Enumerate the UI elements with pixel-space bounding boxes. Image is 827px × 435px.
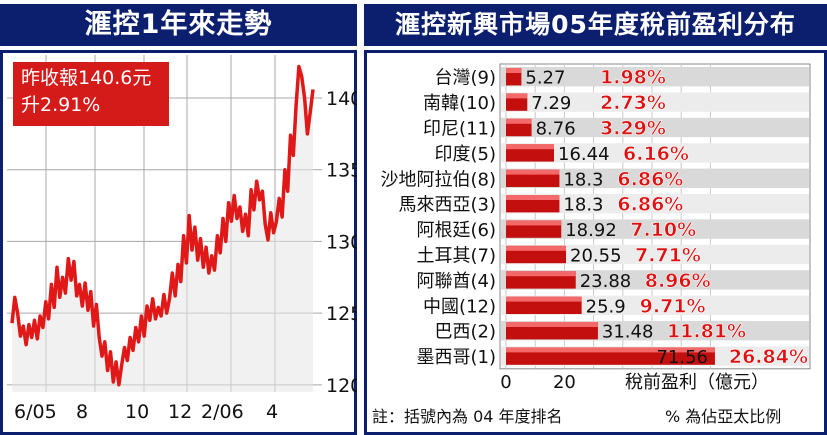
row-stripe <box>501 244 809 265</box>
category-label: 南韓(10) <box>423 93 496 114</box>
value-label: 20.55 <box>570 246 622 267</box>
row-stripe <box>501 168 809 188</box>
percent-label: 7.71% <box>635 245 701 267</box>
x-tick-label: 10 <box>125 401 149 423</box>
percent-label: 6.86% <box>617 194 683 216</box>
x-tick-label: 6/05 <box>14 401 57 423</box>
y-tick-label: 120 <box>326 375 357 397</box>
category-label: 墨西哥(1) <box>417 347 497 368</box>
value-label: 23.88 <box>580 271 632 292</box>
percent-label: 6.16% <box>623 143 689 165</box>
category-label: 阿聯酋(4) <box>417 271 497 292</box>
x-tick-label: 0 <box>500 372 511 393</box>
percent-label: 2.73% <box>600 92 666 114</box>
value-label: 5.27 <box>525 68 565 89</box>
x-tick-label: 12 <box>168 401 192 423</box>
last-close-text: 昨收報140.6元 <box>21 67 152 89</box>
percent-label: 1.98% <box>600 67 666 89</box>
row-stripe <box>501 143 809 163</box>
value-label: 25.9 <box>586 296 626 317</box>
value-label: 18.3 <box>563 195 603 216</box>
line-chart-panel: 滙控1年來走勢 120 125 130 135 140 6/05 8 10 12 2/06 4 昨收… <box>0 0 357 435</box>
row-stripe <box>501 270 809 290</box>
profit-bar-highlight <box>506 169 560 175</box>
footnote-percent: % 為佔亞太比例 <box>665 407 782 426</box>
y-tick-label: 130 <box>326 231 357 253</box>
percent-label: 6.86% <box>617 168 683 190</box>
x-tick-label: 8 <box>76 401 88 423</box>
category-label: 土耳其(7) <box>417 246 497 267</box>
value-label: 31.48 <box>602 322 654 343</box>
percent-label: 3.29% <box>600 118 666 140</box>
bar-chart-title: 滙控新興市場05年度稅前盈利分布 <box>364 4 827 46</box>
row-stripe <box>501 194 809 214</box>
x-axis-label: 稅前盈利（億元） <box>625 372 769 393</box>
profit-bar-highlight <box>506 347 715 353</box>
value-label: 16.44 <box>558 144 610 165</box>
price-line <box>10 64 315 387</box>
category-label: 印尼(11) <box>423 119 496 140</box>
x-tick-label: 2/06 <box>201 401 244 423</box>
row-stripe <box>501 92 809 112</box>
category-label: 沙地阿拉伯(8) <box>381 169 497 190</box>
percent-label: 11.81% <box>667 321 746 343</box>
profit-bar-highlight <box>506 322 598 327</box>
row-stripe <box>501 117 809 138</box>
row-stripe <box>501 219 809 239</box>
profit-bar-highlight <box>506 245 567 251</box>
profit-bar-highlight <box>506 296 582 302</box>
profit-bar-highlight <box>506 220 562 226</box>
category-label: 印度(5) <box>435 144 497 165</box>
profit-bar-highlight <box>506 195 560 200</box>
category-label: 馬來西亞(3) <box>399 195 497 216</box>
profit-bar-highlight <box>506 271 576 277</box>
line-chart-title: 滙控1年來走勢 <box>0 4 357 46</box>
profit-bar-highlight <box>506 144 555 150</box>
price-box: 昨收報140.6元 升2.91% <box>13 62 169 126</box>
value-label: 18.3 <box>563 169 603 190</box>
profit-bar-highlight <box>506 118 532 124</box>
y-tick-label: 140 <box>326 88 357 110</box>
x-tick-label: 20 <box>553 372 576 393</box>
change-text: 升2.91% <box>21 94 101 116</box>
value-label: 8.76 <box>536 119 576 140</box>
percent-label: 26.84% <box>729 346 808 368</box>
x-tick-label: 4 <box>266 401 278 423</box>
profit-bar-highlight <box>506 93 528 99</box>
y-tick-label: 135 <box>326 160 357 182</box>
bar-plot-area <box>499 63 811 370</box>
value-label: 18.92 <box>565 220 617 241</box>
row-stripe <box>501 67 809 87</box>
y-tick-label: 125 <box>326 303 357 325</box>
category-label: 中國(12) <box>423 296 496 317</box>
footnote-rank: 註：括號內為 04 年度排名 <box>372 407 563 426</box>
category-label: 阿根廷(6) <box>417 220 497 241</box>
percent-label: 7.10% <box>630 219 696 241</box>
value-label: 7.29 <box>531 93 571 114</box>
category-label: 巴西(2) <box>435 322 497 343</box>
percent-label: 9.71% <box>640 295 706 317</box>
category-label: 台灣(9) <box>435 68 497 89</box>
profit-bar-highlight <box>506 68 522 73</box>
percent-label: 8.96% <box>645 270 711 292</box>
value-label: 71.56 <box>656 347 708 368</box>
